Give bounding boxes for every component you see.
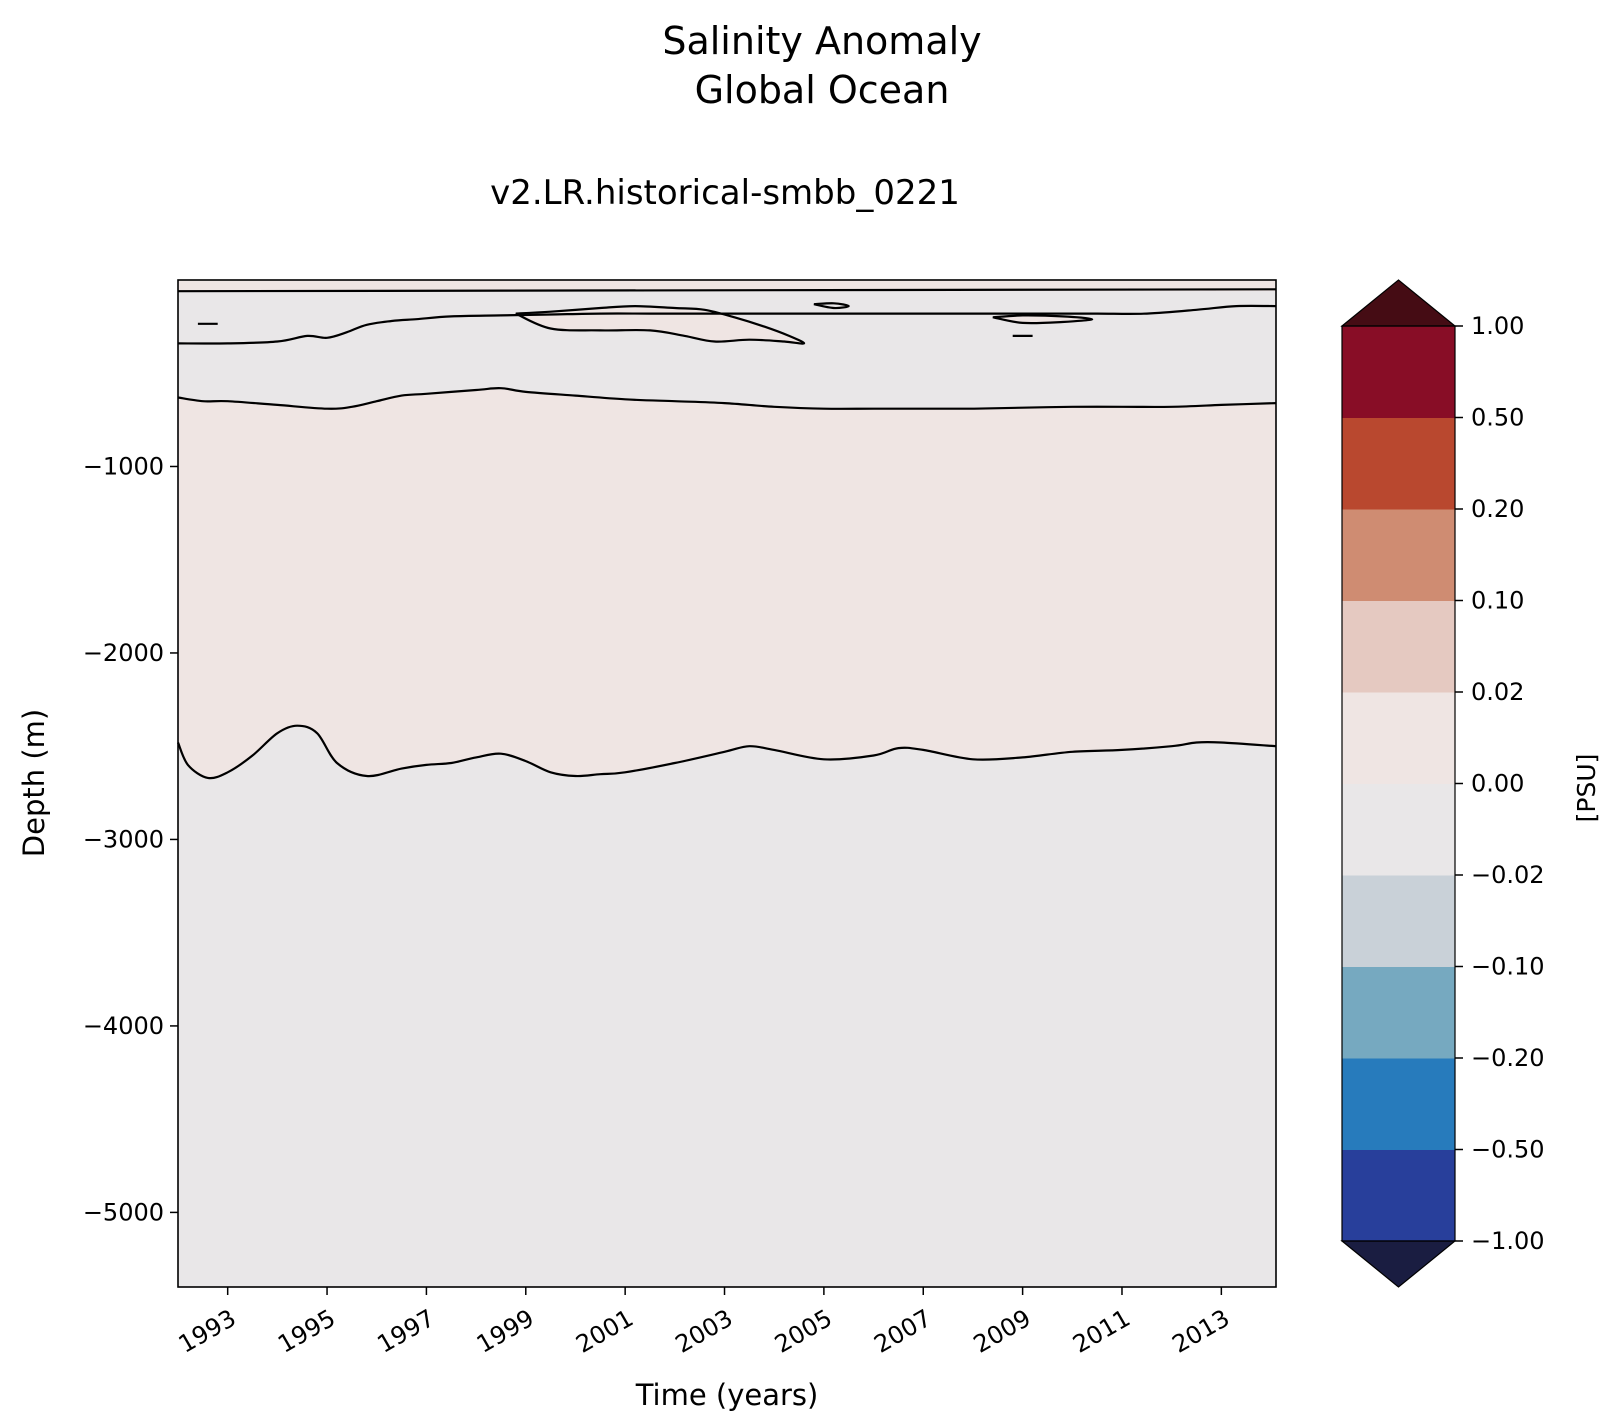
x-tick-label: 2003 (671, 1304, 738, 1359)
x-tick-label: 2005 (770, 1304, 837, 1359)
colorbar-tick-label: 0.50 (1471, 404, 1524, 432)
chart-title-line2: Global Ocean (695, 68, 950, 112)
colorbar-tick-label: −0.02 (1471, 861, 1545, 889)
colorbar-tick-label: −0.10 (1471, 953, 1545, 981)
colorbar-tick-label: −1.00 (1471, 1227, 1545, 1255)
contour-line (176, 724, 1277, 780)
colorbar-segment (1342, 600, 1455, 693)
x-tick-label: 2007 (869, 1304, 936, 1359)
y-tick-label: −4000 (83, 1012, 164, 1040)
region-surface-positive (178, 280, 1276, 292)
x-tick-label: 2013 (1167, 1304, 1234, 1359)
colorbar-segment (1342, 875, 1455, 967)
colorbar-tick-label: 1.00 (1471, 312, 1524, 340)
colorbar-segment (1342, 783, 1455, 876)
colorbar-segment (1342, 966, 1455, 1059)
region-shallow-patch-a (515, 306, 805, 344)
x-tick-label: 2011 (1068, 1304, 1135, 1359)
colorbar-tick-label: 0.10 (1471, 587, 1524, 615)
x-tick-label: 2009 (969, 1304, 1036, 1359)
colorbar-segment (1342, 417, 1455, 510)
plot-frame (177, 279, 1277, 1288)
region-positive-layer (178, 388, 1276, 779)
colorbar-label: [PSU] (1572, 754, 1601, 823)
y-tick-label: −3000 (83, 825, 164, 853)
contour-line (515, 304, 806, 345)
chart-subtitle: v2.LR.historical-smbb_0221 (490, 173, 960, 213)
contour-line (177, 288, 1277, 293)
chart-title-line1: Salinity Anomaly (662, 19, 981, 63)
colorbar-segment (1342, 1149, 1455, 1242)
contour-line (177, 304, 1277, 345)
x-tick-label: 1997 (373, 1304, 440, 1359)
y-tick-label: −1000 (83, 452, 164, 480)
colorbar-under-triangle (1340, 1240, 1457, 1288)
colorbar-segment (1342, 1058, 1455, 1150)
y-tick-label: −5000 (83, 1198, 164, 1226)
colorbar-tick-label: −0.50 (1471, 1136, 1545, 1164)
colorbar-tick-label: 0.00 (1471, 770, 1524, 798)
y-tick-label: −2000 (83, 639, 164, 667)
colorbar-over-triangle (1340, 279, 1457, 327)
x-tick-label: 1999 (472, 1304, 539, 1359)
contour-line (177, 387, 1277, 410)
x-tick-label: 2001 (571, 1304, 638, 1359)
region-surface-negative (178, 305, 1276, 409)
colorbar-segment (1342, 509, 1455, 601)
contour-line (992, 314, 1094, 325)
contour-line (813, 302, 850, 310)
x-tick-label: 1993 (174, 1304, 241, 1359)
colorbar-tick-label: 0.02 (1471, 678, 1524, 706)
colorbar-tick-label: −0.20 (1471, 1044, 1545, 1072)
x-axis-label: Time (years) (635, 1378, 819, 1412)
colorbar-segment (1342, 326, 1455, 418)
colorbar-segment (1342, 692, 1455, 784)
y-axis-label: Depth (m) (17, 709, 51, 857)
x-tick-label: 1995 (273, 1304, 340, 1359)
colorbar-tick-label: 0.20 (1471, 495, 1524, 523)
